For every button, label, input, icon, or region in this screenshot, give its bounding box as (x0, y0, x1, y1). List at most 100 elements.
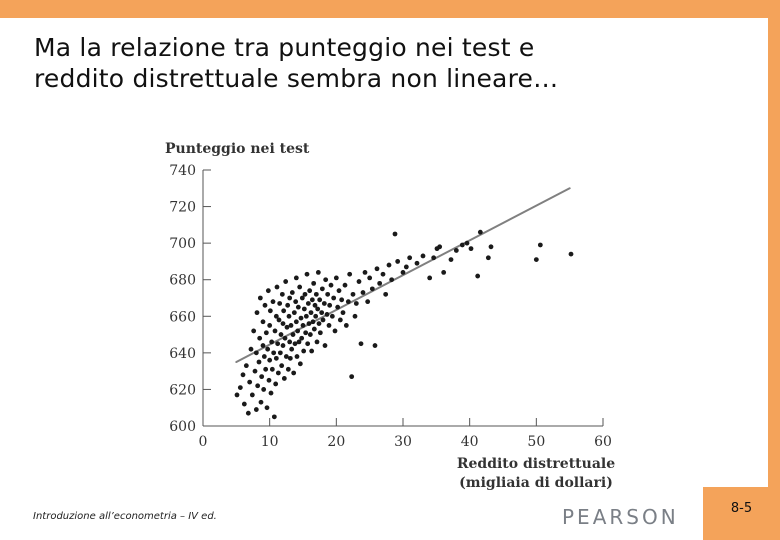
data-point (301, 306, 307, 312)
data-point (464, 240, 470, 246)
data-point (273, 313, 279, 319)
data-point (312, 302, 318, 308)
data-point (291, 370, 297, 376)
data-point (273, 355, 279, 361)
data-point (488, 244, 494, 250)
data-point (299, 335, 305, 341)
data-point (468, 246, 474, 252)
data-point (331, 295, 337, 301)
y-tick-label: 720 (169, 200, 196, 216)
data-point (349, 374, 355, 380)
data-point (285, 302, 291, 308)
data-point (278, 332, 284, 337)
data-point (258, 399, 264, 405)
data-point (237, 385, 243, 390)
data-point (362, 270, 368, 275)
x-axis-label-line-2: (migliaia di dollari) (459, 475, 613, 491)
data-point (335, 304, 341, 310)
data-point (243, 363, 249, 369)
data-point (277, 350, 283, 356)
data-point (309, 297, 315, 303)
page-number: 8-5 (730, 501, 753, 516)
data-point (448, 257, 454, 262)
data-point (324, 312, 330, 317)
data-point (268, 390, 274, 396)
scatter-chart: Punteggio nei test 600620640660680700720… (165, 141, 615, 491)
data-point (320, 317, 326, 323)
data-point (336, 288, 342, 294)
data-point (392, 231, 398, 237)
data-point (356, 279, 362, 284)
data-point (352, 313, 358, 319)
data-point (297, 361, 303, 367)
data-point (253, 407, 259, 412)
footer-text: Introduzione all’econometria – IV ed. (33, 511, 217, 522)
data-point (241, 401, 247, 407)
data-point (293, 319, 299, 325)
data-point (420, 253, 426, 259)
data-point (306, 321, 312, 326)
top-frame-bar (0, 0, 780, 18)
data-point (339, 297, 345, 303)
data-point (327, 302, 333, 308)
data-point (395, 259, 401, 264)
data-point (247, 379, 253, 385)
data-point (307, 332, 313, 337)
data-point (299, 295, 305, 301)
data-point (441, 270, 447, 275)
data-point (303, 313, 309, 319)
x-tick-label: 10 (261, 434, 279, 450)
data-point (288, 323, 294, 328)
data-point (313, 291, 319, 297)
data-point (285, 366, 291, 372)
data-point (272, 328, 278, 334)
data-point (275, 370, 281, 376)
data-point (257, 335, 263, 341)
data-point (453, 248, 459, 253)
data-point (475, 273, 481, 279)
data-point (314, 339, 320, 345)
x-tick-label: 0 (199, 434, 208, 450)
data-point (276, 317, 282, 323)
data-point (281, 376, 287, 381)
x-tick-label: 60 (594, 434, 612, 450)
data-point (302, 291, 308, 297)
data-point (377, 280, 383, 286)
data-point (380, 271, 386, 277)
data-point (292, 341, 298, 347)
data-point (374, 266, 380, 272)
publisher-logo: PEARSON (562, 505, 679, 529)
data-point (253, 350, 259, 356)
data-point (301, 348, 307, 354)
data-point (274, 284, 280, 290)
data-point (414, 260, 420, 266)
data-point (257, 295, 263, 301)
data-point (568, 251, 574, 257)
chart-title: Punteggio nei test (165, 141, 310, 157)
data-point (319, 286, 325, 292)
data-point (329, 313, 335, 319)
data-point (310, 319, 316, 325)
data-point (358, 341, 364, 347)
data-point (266, 377, 272, 383)
data-point (297, 284, 303, 290)
data-point (300, 323, 306, 328)
data-point (260, 319, 266, 325)
slide-title-line-1: Ma la relazione tra punteggio nei test e (34, 33, 535, 62)
data-point (305, 341, 311, 347)
data-point (284, 324, 290, 330)
data-point (407, 255, 413, 261)
x-tick-label: 30 (394, 434, 412, 450)
data-point (265, 288, 271, 294)
data-point (323, 277, 329, 283)
data-point (293, 299, 299, 305)
y-tick-label: 740 (169, 163, 196, 179)
data-point (316, 321, 322, 326)
y-tick-label: 640 (169, 346, 196, 362)
x-tick-label: 40 (461, 434, 479, 450)
data-point (259, 374, 265, 380)
x-axis: 0 10 20 30 40 50 60 (199, 418, 612, 450)
data-point (283, 354, 289, 359)
data-point (261, 354, 267, 359)
data-point (267, 357, 273, 363)
